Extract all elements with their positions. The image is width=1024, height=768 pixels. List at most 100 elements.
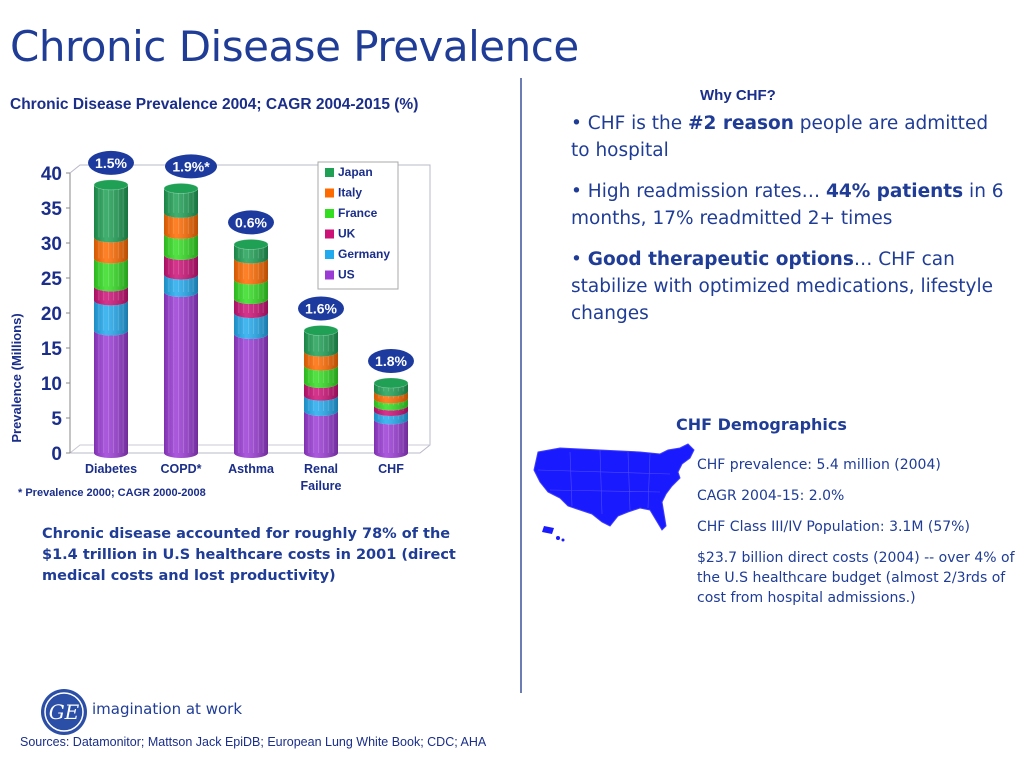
legend-swatch: [325, 270, 334, 280]
bar-segment-shade: [94, 286, 128, 306]
bullet-item: • CHF is the #2 reason people are admitt…: [571, 113, 989, 161]
bar-segment-shade: [94, 184, 128, 243]
legend-label: UK: [338, 227, 356, 241]
chart-footnote: * Prevalence 2000; CAGR 2000-2008: [18, 487, 206, 499]
why-chf-heading: Why CHF?: [700, 87, 776, 104]
x-tick-label: Failure: [301, 479, 342, 490]
bullet-item: • Good therapeutic options… CHF can stab…: [571, 249, 993, 324]
bar-segment-shade: [164, 212, 198, 239]
bar-segment-shade: [164, 233, 198, 260]
bar-segment-shade: [374, 405, 408, 416]
bar-segment-shade: [304, 351, 338, 371]
legend-swatch: [325, 229, 334, 239]
bar-segment-shade: [164, 274, 198, 297]
bar-stack-renal-failure: [303, 325, 339, 458]
bar-segment-shade: [304, 411, 338, 458]
bar-segment-shade: [234, 258, 268, 285]
bar-segment-shade: [234, 334, 268, 458]
legend-box: [317, 161, 399, 290]
bar-segment-shade: [94, 258, 128, 292]
bar-segment-shade: [304, 395, 338, 416]
demographics-item: CAGR 2004-15: 2.0%: [697, 488, 845, 504]
legend-label: US: [338, 268, 355, 282]
cagr-label: 1.8%: [375, 353, 407, 369]
x-tick-label: CHF: [378, 462, 404, 476]
x-tick-label: COPD*: [161, 462, 202, 476]
ge-logo-text: GE: [49, 700, 80, 724]
bar-top-cap: [233, 239, 269, 250]
bar-stack-chf: [373, 377, 409, 458]
y-axis: 0 5 10 15 20 25 30 35 40: [41, 164, 71, 465]
legend: Japan Italy France UK Germany US: [317, 161, 399, 290]
demographics-heading: CHF Demographics: [676, 415, 847, 434]
y-tick-label: 40: [41, 164, 62, 185]
bar-segment-shade: [374, 398, 408, 411]
bar-stack-diabetes: [93, 179, 129, 458]
cagr-label: 0.6%: [235, 214, 267, 230]
y-tick-label: 30: [41, 234, 62, 255]
y-tick-label: 20: [41, 304, 62, 325]
cagr-badge: [298, 296, 344, 321]
y-axis-label: Prevalence (Millions): [9, 313, 24, 442]
legend-swatch: [325, 250, 334, 259]
bullet-item: • High readmission rates… 44% patients i…: [571, 181, 1004, 229]
bar-segment-shade: [164, 254, 198, 280]
chart-title: Chronic Disease Prevalence 2004; CAGR 20…: [10, 96, 419, 113]
bars: [93, 179, 409, 458]
bullet-list: • CHF is the #2 reason people are admitt…: [571, 110, 1011, 341]
x-tick-label: Asthma: [228, 462, 275, 476]
cagr-label: 1.9%*: [172, 158, 210, 174]
bar-segment-shade: [94, 330, 128, 458]
bar-stack-asthma: [233, 239, 269, 458]
legend-label: Japan: [338, 165, 373, 179]
sources-text: Sources: Datamonitor; Mattson Jack EpiDB…: [20, 735, 487, 749]
y-tick-label: 0: [51, 444, 62, 465]
y-tick-label: 25: [41, 269, 63, 290]
y-tick-label: 15: [41, 339, 63, 360]
cagr-badge: [228, 210, 274, 235]
demographics-item: CHF prevalence: 5.4 million (2004): [697, 457, 941, 473]
bar-segment-shade: [234, 244, 268, 264]
cagr-badge: [165, 154, 217, 179]
bar-segment-shade: [304, 330, 338, 357]
tagline: imagination at work: [92, 700, 242, 718]
bar-segment-shade: [374, 391, 408, 404]
bar-top-cap: [163, 183, 199, 194]
legend-swatch: [325, 209, 334, 218]
vertical-divider: [520, 78, 522, 693]
legend-swatch: [325, 168, 334, 177]
bar-segment-shade: [234, 299, 268, 318]
page-title: Chronic Disease Prevalence: [10, 22, 579, 71]
bar-segment-shade: [374, 383, 408, 397]
legend-label: France: [338, 206, 378, 220]
bar-segment-shade: [304, 383, 338, 401]
bar-stack-copd-: [163, 183, 199, 458]
summary-text: Chronic disease accounted for roughly 78…: [42, 526, 456, 584]
cagr-badge: [88, 150, 134, 175]
bar-segment-shade: [304, 365, 338, 388]
bar-top-cap: [93, 179, 129, 191]
cagr-badge: [368, 349, 414, 373]
bar-segment-shade: [234, 313, 268, 339]
x-tick-label: Renal: [304, 462, 338, 476]
legend-label: Italy: [338, 186, 362, 200]
y-tick-label: 5: [51, 409, 62, 430]
cagr-label: 1.6%: [305, 301, 337, 317]
ge-logo-icon: GE: [41, 689, 87, 735]
x-axis: Diabetes COPD* Asthma Renal Failure CHF: [85, 462, 404, 490]
demographics-item: CHF Class III/IV Population: 3.1M (57%): [697, 519, 970, 535]
bar-segment-shade: [374, 411, 408, 425]
bar-segment-shade: [234, 279, 268, 304]
cagr-label: 1.5%: [95, 155, 127, 171]
demographics-item: $23.7 billion direct costs (2004) -- ove…: [697, 550, 1015, 606]
x-tick-label: Diabetes: [85, 462, 137, 476]
chart: 0 5 10 15 20 25 30 35 40 Diabetes COPD* Asthma Rena…: [9, 150, 431, 490]
bar-segment-shade: [164, 292, 198, 458]
y-tick-label: 35: [41, 199, 63, 220]
bar-segment-shade: [164, 188, 198, 218]
y-tick-label: 10: [41, 374, 62, 395]
bar-top-cap: [373, 377, 409, 389]
us-map-icon: [533, 443, 695, 542]
legend-swatch: [325, 188, 334, 198]
legend-label: Germany: [338, 247, 390, 261]
